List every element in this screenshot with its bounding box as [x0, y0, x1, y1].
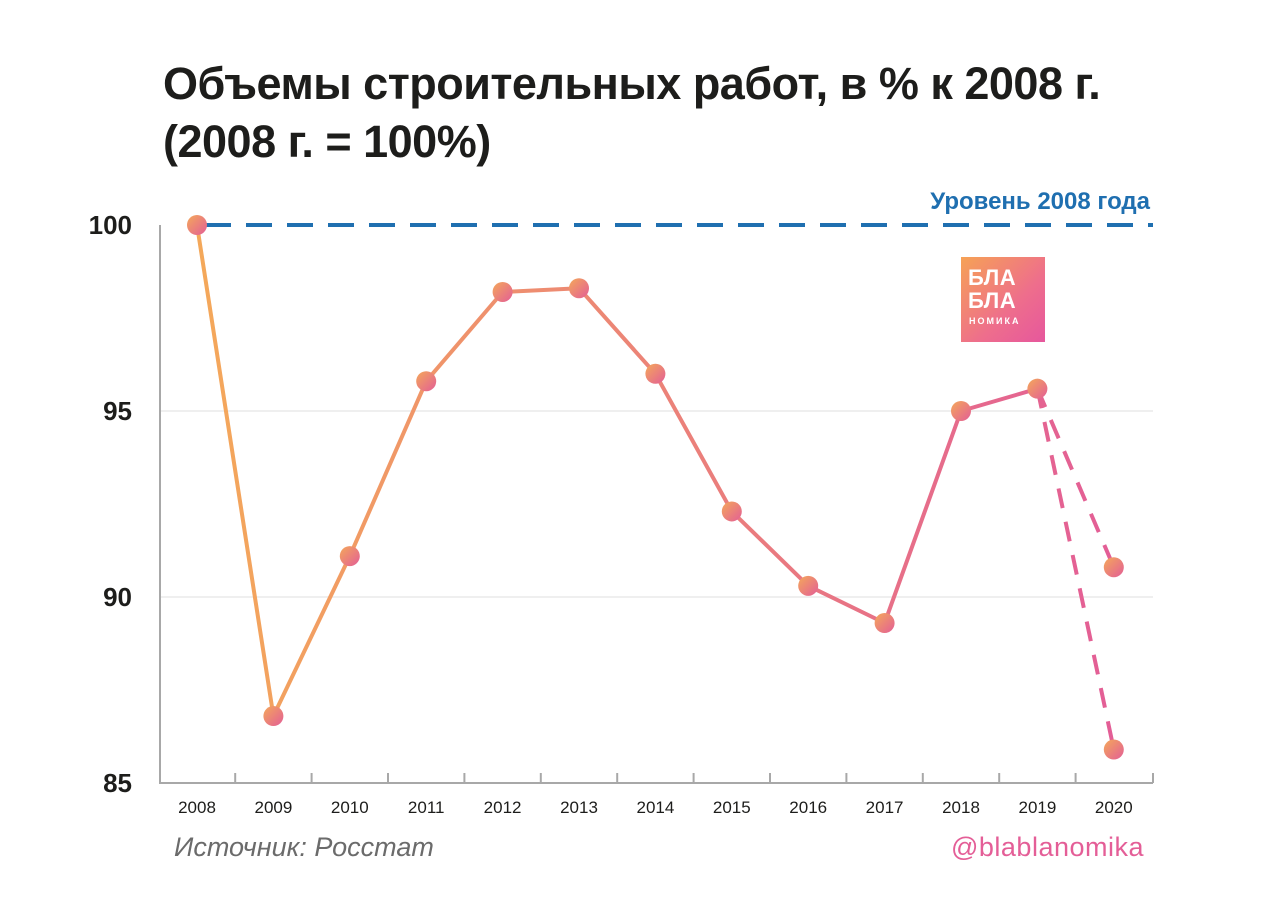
x-tick-label-2009: 2009 [254, 798, 292, 817]
x-tick-label-2015: 2015 [713, 798, 751, 817]
x-tick-label-2013: 2013 [560, 798, 598, 817]
x-tick-label-2016: 2016 [789, 798, 827, 817]
x-tick-label-2012: 2012 [484, 798, 522, 817]
blablanomika-logo: БЛА БЛА НОМИКА [961, 257, 1045, 342]
y-tick-label-85: 85 [103, 768, 132, 798]
x-tick-label-2008: 2008 [178, 798, 216, 817]
logo-text-line-2: БЛА [968, 288, 1017, 313]
reference-line-label: Уровень 2008 года [930, 188, 1150, 215]
logo-text-line-1: БЛА [968, 265, 1017, 290]
data-point-2012 [492, 281, 513, 302]
x-tick-label-2014: 2014 [636, 798, 674, 817]
y-tick-label-90: 90 [103, 582, 132, 612]
series-line-1 [1035, 387, 1116, 568]
data-point-2015 [721, 501, 742, 522]
x-tick-label-2017: 2017 [866, 798, 904, 817]
reference-line-group: Уровень 2008 года [205, 188, 1153, 227]
y-tick-label-100: 100 [89, 210, 132, 240]
data-point-2018 [951, 401, 971, 421]
data-point-2008 [187, 215, 207, 235]
series-lines [195, 223, 1116, 750]
series-line-2 [1035, 388, 1116, 750]
axes: 85 90 95 100 2008 2009 2010 2011 2012 2013 2014 201… [89, 210, 1154, 817]
logo-text-line-3: НОМИКА [969, 316, 1021, 326]
chart-title-line-1: Объемы строительных работ, в % к 2008 г. [163, 58, 1101, 109]
x-tick-label-2020: 2020 [1095, 798, 1133, 817]
x-tick-label-2019: 2019 [1018, 798, 1056, 817]
social-handle: @blablanomika [950, 832, 1144, 862]
data-point-2016 [798, 575, 819, 596]
data-point-2014 [645, 363, 666, 384]
data-point-2020 [1103, 739, 1124, 760]
grid-lines [160, 410, 1153, 598]
chart-title: Объемы строительных работ, в % к 2008 г.… [163, 55, 1213, 171]
chart-title-line-2: (2008 г. = 100%) [163, 116, 491, 167]
data-point-2010 [339, 546, 360, 567]
data-points [187, 215, 1124, 760]
x-tick-label-2018: 2018 [942, 798, 980, 817]
x-tick-label-2011: 2011 [408, 798, 445, 817]
x-tick-label-2010: 2010 [331, 798, 369, 817]
source-note: Источник: Росстат [174, 832, 434, 862]
series-line-0 [195, 223, 1040, 718]
data-point-2009 [263, 706, 284, 727]
data-point-2011 [416, 371, 437, 392]
y-tick-label-95: 95 [103, 396, 132, 426]
data-point-2013 [569, 278, 589, 299]
data-point-2017 [874, 613, 895, 634]
data-point-2020 [1103, 557, 1124, 578]
data-point-2019 [1027, 378, 1048, 399]
